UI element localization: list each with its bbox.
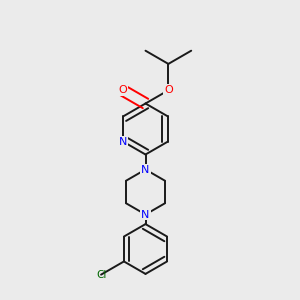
Text: O: O [164, 85, 173, 95]
Text: N: N [141, 209, 150, 220]
Text: Cl: Cl [96, 270, 106, 280]
Text: N: N [119, 137, 128, 147]
Text: N: N [141, 164, 150, 175]
Text: O: O [118, 85, 127, 95]
